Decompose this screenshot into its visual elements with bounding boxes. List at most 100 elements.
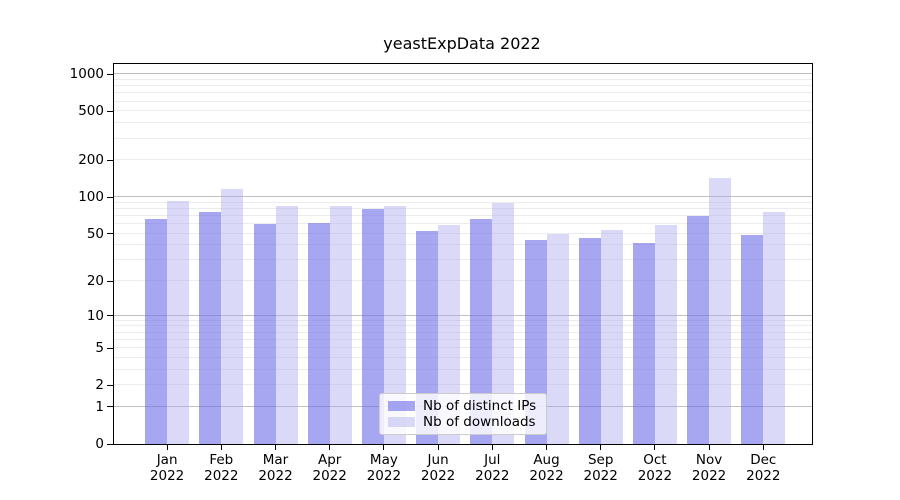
bar-jan-ips (145, 219, 168, 444)
x-tick-mark (220, 445, 222, 450)
gridline-minor (114, 100, 812, 102)
bar-jun-downloads (438, 224, 461, 444)
x-tick-label-jul: Jul 2022 (460, 452, 524, 484)
bars-layer (114, 64, 812, 444)
x-tick-label-aug: Aug 2022 (515, 452, 579, 484)
legend-swatch-downloads (388, 417, 415, 427)
bar-aug-downloads (546, 233, 569, 444)
legend-label-downloads: Nb of downloads (423, 414, 536, 430)
x-tick-year: 2022 (312, 468, 347, 484)
x-tick-month: Apr (318, 452, 342, 468)
y-tick-label: 0 (95, 436, 104, 452)
x-tick-mark (762, 445, 764, 450)
gridline-minor (114, 159, 812, 161)
y-tick-mark (107, 280, 113, 282)
axis-layer: 0 1 2 5 10 20 50 100 200 500 1000 Jan 2022 Feb 2022 Mar… (70, 64, 812, 484)
x-tick-mark (437, 445, 439, 450)
x-tick-month: May (369, 452, 398, 468)
plot-area: 0 1 2 5 10 20 50 100 200 500 1000 Jan 2022 Feb 2022 Mar… (70, 63, 813, 484)
x-tick-month: Jul (484, 452, 501, 468)
bar-dec-ips (741, 234, 764, 444)
x-tick-label-jun: Jun 2022 (406, 452, 470, 484)
bar-jul-ips (470, 219, 493, 444)
legend-label-distinct-ips: Nb of distinct IPs (423, 398, 537, 414)
bar-feb-ips (199, 211, 222, 444)
gridline-minor (114, 347, 812, 349)
y-tick-mark (107, 406, 113, 408)
gridline-minor (114, 280, 812, 282)
y-tick-label: 200 (78, 152, 104, 169)
bar-mar-downloads (275, 205, 298, 444)
x-tick-month: Oct (643, 452, 667, 468)
x-tick-year: 2022 (475, 468, 510, 484)
y-tick-label: 1 (95, 398, 104, 415)
gridline-minor (114, 137, 812, 139)
y-tick-label: 1000 (69, 66, 104, 83)
gridline-minor (114, 207, 812, 209)
y-tick-mark (107, 315, 113, 317)
gridline-minor (114, 110, 812, 112)
gridline-minor (114, 85, 812, 87)
bar-feb-downloads (221, 189, 244, 444)
gridline-minor (114, 244, 812, 246)
gridline-minor (114, 259, 812, 261)
x-tick-mark (329, 445, 331, 450)
legend-swatch-distinct-ips (388, 401, 415, 411)
x-tick-mark (600, 445, 602, 450)
legend-item-distinct-ips: Nb of distinct IPs (388, 398, 538, 414)
y-tick-mark (107, 347, 113, 349)
x-tick-month: Aug (533, 452, 560, 468)
bar-dec-downloads (763, 212, 786, 444)
y-tick-mark (107, 384, 113, 386)
legend: Nb of distinct IPs Nb of downloads (379, 393, 547, 435)
chart-title: yeastExpData 2022 (383, 34, 541, 53)
x-tick-month: Sep (587, 452, 614, 468)
y-tick-label: 5 (95, 340, 104, 357)
gridline-major (114, 196, 812, 198)
y-tick-mark (107, 159, 113, 161)
x-tick-year: 2022 (691, 468, 727, 484)
gridline-minor (114, 356, 812, 358)
x-tick-mark (275, 445, 276, 450)
x-tick-label-dec: Dec 2022 (731, 452, 795, 484)
bar-sep-ips (578, 237, 601, 444)
y-tick-label: 500 (78, 103, 104, 120)
gridline-minor (114, 338, 812, 340)
gridline-major (114, 314, 812, 316)
bar-oct-downloads (654, 224, 677, 444)
x-tick-month: Mar (262, 452, 289, 468)
bar-may-ips (361, 208, 384, 444)
y-tick-mark (107, 443, 113, 445)
x-tick-label-nov: Nov 2022 (677, 452, 741, 484)
y-tick-mark (107, 233, 113, 235)
x-tick-label-may: May 2022 (352, 452, 416, 484)
bar-nov-ips (687, 215, 710, 444)
x-tick-mark (491, 445, 493, 450)
y-tick-mark (107, 196, 113, 198)
y-tick-label: 10 (86, 307, 104, 324)
bar-oct-ips (632, 242, 655, 444)
x-tick-label-sep: Sep 2022 (569, 452, 633, 484)
y-tick-mark (107, 110, 113, 112)
x-tick-label-oct: Oct 2022 (623, 452, 687, 484)
gridline-minor (114, 384, 812, 386)
bar-apr-downloads (329, 206, 352, 444)
bar-jun-ips (416, 230, 439, 444)
x-tick-month: Nov (695, 452, 723, 468)
x-tick-year: 2022 (583, 468, 618, 484)
legend-item-downloads: Nb of downloads (388, 414, 538, 430)
x-tick-mark (546, 445, 547, 450)
x-tick-year: 2022 (366, 468, 402, 484)
bar-may-downloads (383, 205, 406, 444)
gridline-minor (114, 122, 812, 124)
x-tick-year: 2022 (637, 468, 673, 484)
x-tick-label-apr: Apr 2022 (298, 452, 362, 484)
bar-jan-downloads (167, 201, 190, 444)
bar-sep-downloads (600, 229, 623, 444)
x-tick-label-mar: Mar 2022 (244, 452, 308, 484)
x-tick-month: Dec (750, 452, 777, 468)
bar-mar-ips (253, 224, 276, 444)
x-tick-mark (654, 445, 656, 450)
gridline-minor (114, 319, 812, 321)
